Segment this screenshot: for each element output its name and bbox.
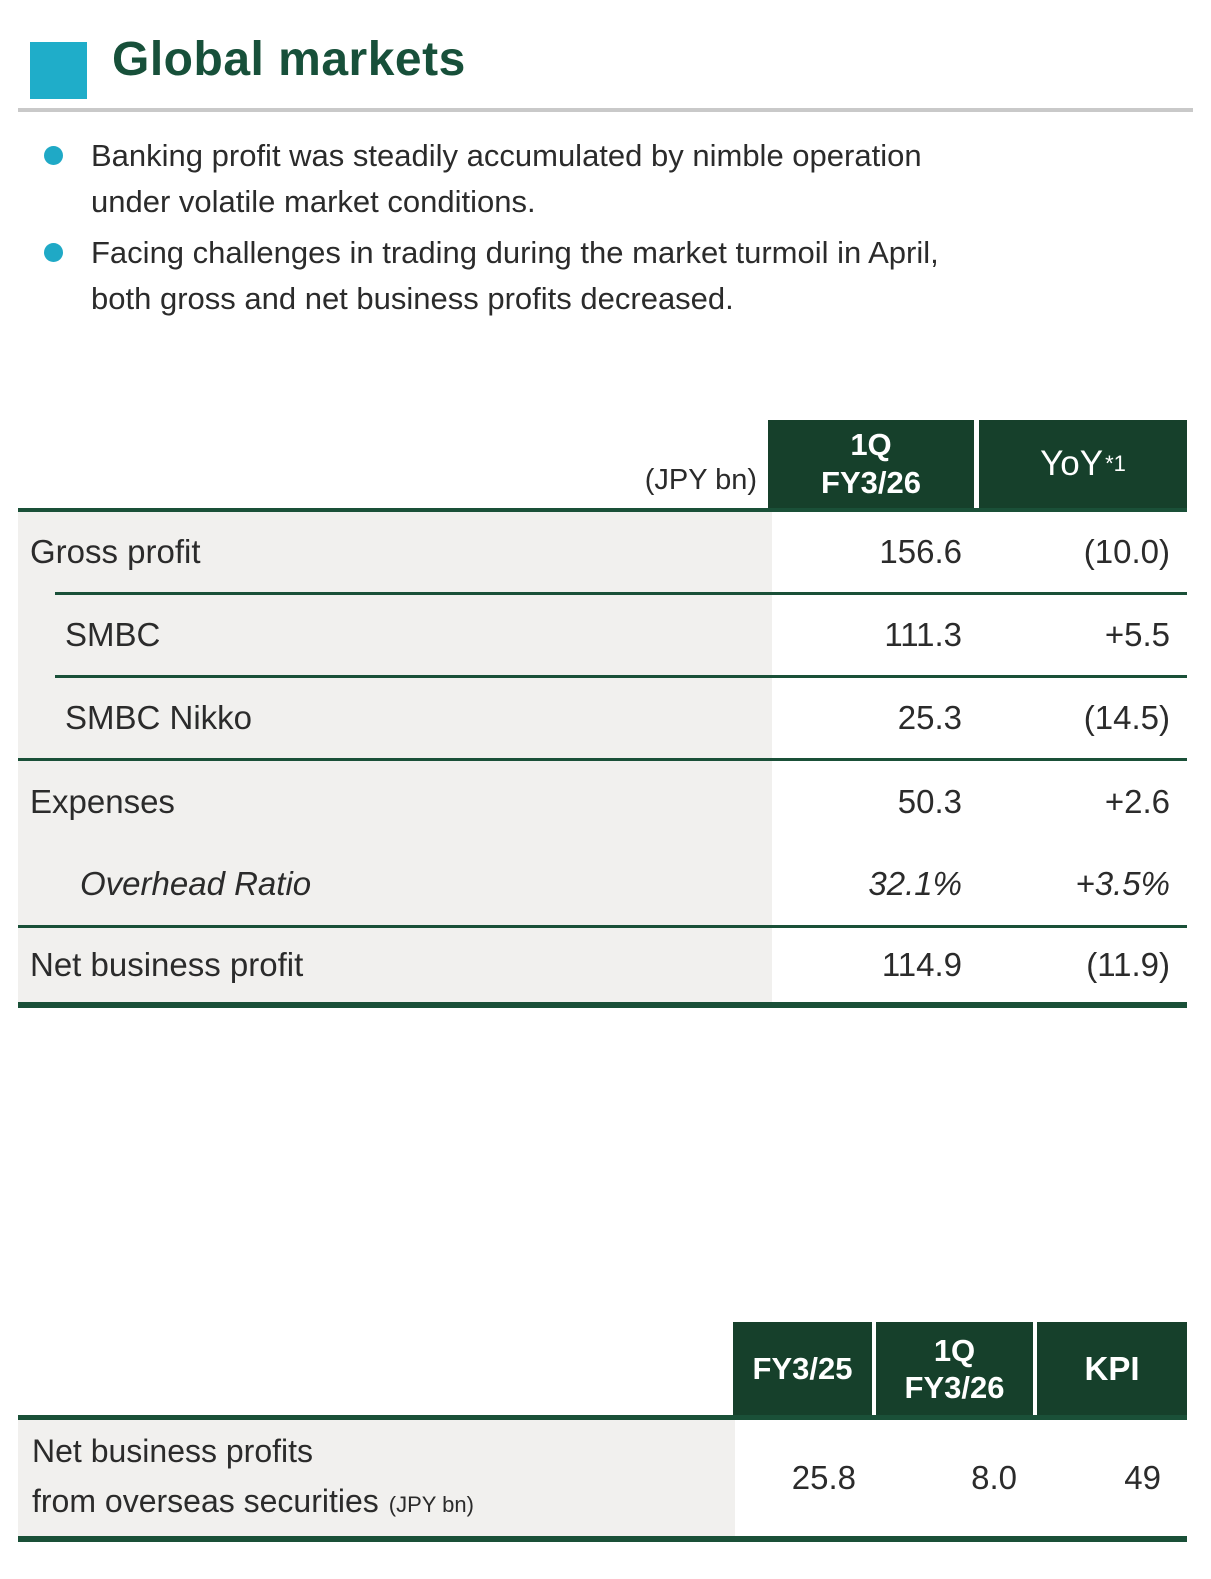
- row-value: 25.3: [897, 699, 962, 736]
- page-title: Global markets: [112, 33, 466, 86]
- kpi-row-label-line: from overseas securities (JPY bn): [32, 1476, 735, 1530]
- kpi-value-kpi: 49: [1124, 1459, 1161, 1496]
- bullet-text-line: under volatile market conditions.: [91, 184, 536, 219]
- kpi-row-label: Net business profits from overseas secur…: [18, 1420, 735, 1536]
- bullet-text: Facing challenges in trading during the …: [91, 230, 1172, 322]
- row-label: Expenses: [30, 783, 175, 820]
- row-value: 156.6: [879, 533, 962, 570]
- kpi-unit-label: (JPY bn): [388, 1492, 474, 1517]
- table-row-smbc-nikko: SMBC Nikko 25.3 (14.5): [18, 678, 1187, 758]
- column-header-1q-fy326: 1Q FY3/26: [768, 420, 974, 508]
- row-yoy-value: +2.6: [1104, 783, 1170, 820]
- row-label: SMBC Nikko: [65, 699, 253, 736]
- column-header-line: 1Q: [933, 1332, 976, 1368]
- row-yoy-value: (10.0): [1083, 533, 1170, 570]
- row-yoy-value: (11.9): [1086, 946, 1170, 983]
- bullet-item-trading-challenges: Facing challenges in trading during the …: [42, 230, 1172, 322]
- row-yoy-value: +5.5: [1104, 616, 1170, 653]
- row-separator: [55, 675, 1187, 678]
- row-yoy-value: +3.5%: [1075, 865, 1171, 902]
- kpi-table-border-bottom: [18, 1536, 1187, 1542]
- column-header-yoy: YoY *1: [979, 420, 1187, 508]
- kpi-value-fy325: 25.8: [791, 1459, 856, 1496]
- bullet-text: Banking profit was steadily accumulated …: [91, 133, 1172, 225]
- kpi-column-header-kpi: KPI: [1037, 1322, 1187, 1415]
- row-label: Gross profit: [30, 533, 201, 570]
- kpi-value-1q-fy326: 8.0: [971, 1459, 1017, 1496]
- row-value: 50.3: [897, 783, 962, 820]
- table-row-expenses: Expenses 50.3 +2.6: [18, 761, 1187, 843]
- column-header-line: 1Q: [850, 427, 892, 462]
- bullet-text-line: Banking profit was steadily accumulated …: [91, 138, 922, 173]
- column-header-label: YoY: [1040, 444, 1104, 483]
- row-value: 32.1%: [868, 865, 962, 902]
- row-label: Overhead Ratio: [80, 865, 312, 902]
- row-yoy-value: (14.5): [1083, 699, 1170, 736]
- kpi-table-border-top: [18, 1415, 1187, 1420]
- row-label: Net business profit: [30, 946, 304, 983]
- row-separator: [55, 592, 1187, 595]
- title-accent-square-icon: [30, 42, 87, 99]
- bullet-text-line: Facing challenges in trading during the …: [91, 235, 939, 270]
- row-separator: [18, 758, 1187, 761]
- row-value: 114.9: [881, 946, 962, 983]
- row-separator: [18, 925, 1187, 928]
- title-divider: [18, 108, 1193, 112]
- bullet-dot-icon: [44, 243, 63, 262]
- kpi-row-label-line: Net business profits: [32, 1433, 314, 1469]
- table-row-smbc: SMBC 111.3 +5.5: [18, 595, 1187, 675]
- table-unit-label: (JPY bn): [644, 464, 757, 496]
- kpi-column-header-1q-fy326: 1Q FY3/26: [876, 1322, 1033, 1415]
- bullet-text-line: both gross and net business profits decr…: [91, 281, 734, 316]
- table-border-bottom: [18, 1002, 1187, 1008]
- table-border-top: [18, 508, 1187, 512]
- table-row-gross-profit: Gross profit 156.6 (10.0): [18, 512, 1187, 592]
- bullet-item-banking-profit: Banking profit was steadily accumulated …: [42, 133, 1172, 225]
- table-row-overhead-ratio: Overhead Ratio 32.1% +3.5%: [18, 843, 1187, 925]
- column-header-line: FY3/26: [821, 465, 921, 500]
- row-value: 111.3: [884, 616, 962, 653]
- column-header-line: FY3/26: [904, 1369, 1005, 1405]
- kpi-row-label-line2-text: from overseas securities: [32, 1483, 379, 1519]
- row-label: SMBC: [65, 616, 161, 653]
- table-row-net-business-profit: Net business profit 114.9 (11.9): [18, 928, 1187, 1002]
- kpi-column-header-fy325: FY3/25: [733, 1322, 872, 1415]
- bullet-dot-icon: [44, 146, 63, 165]
